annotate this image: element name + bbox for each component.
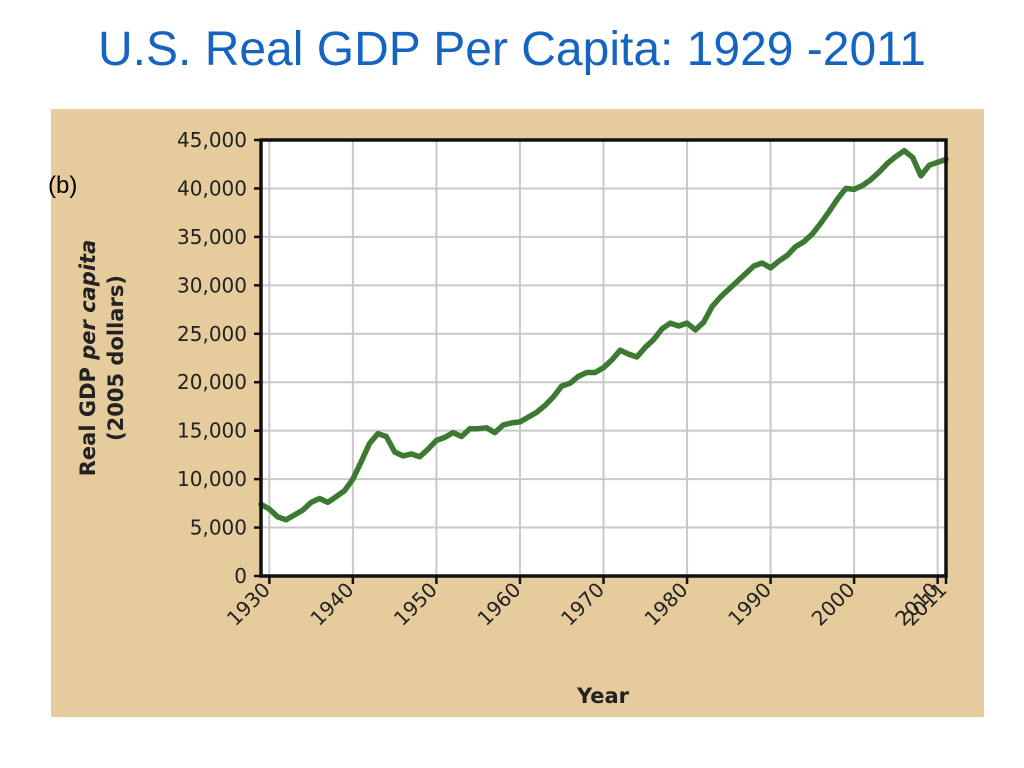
y-tick-label: 30,000 [177, 273, 247, 297]
y-axis-title-line-1: Real GDP per capita [76, 240, 100, 476]
y-tick-label: 40,000 [177, 176, 247, 200]
y-axis-title-italic: per capita [76, 240, 100, 361]
chart-panel: 0 5,000 10,000 15,000 20,000 25,000 30,000 35,0… [51, 109, 984, 717]
x-gridlines [268, 140, 939, 576]
y-tick-label: 20,000 [177, 370, 247, 394]
panel-label: (b) [48, 172, 78, 199]
slide-title: U.S. Real GDP Per Capita: 1929 -2011 [98, 23, 926, 76]
y-tick-label: 10,000 [177, 467, 247, 491]
series-layer [258, 147, 949, 523]
y-tick-label: 5,000 [190, 516, 247, 540]
y-tick-label: 35,000 [177, 225, 247, 249]
y-axis-title-normal: Real GDP [76, 360, 100, 476]
x-axis-title: Year [576, 684, 630, 708]
y-tick-label: 0 [234, 564, 247, 588]
y-gridlines [261, 187, 946, 529]
y-tick-label: 25,000 [177, 322, 247, 346]
y-tick-label: 15,000 [177, 419, 247, 443]
y-tick-label: 45,000 [177, 128, 247, 152]
y-axis-ticks: 0 5,000 10,000 15,000 20,000 25,000 30,000 35,0… [177, 128, 261, 588]
y-axis-title-line-2: (2005 dollars) [104, 275, 128, 441]
series-line-real-gdp-per-capita [258, 147, 949, 523]
